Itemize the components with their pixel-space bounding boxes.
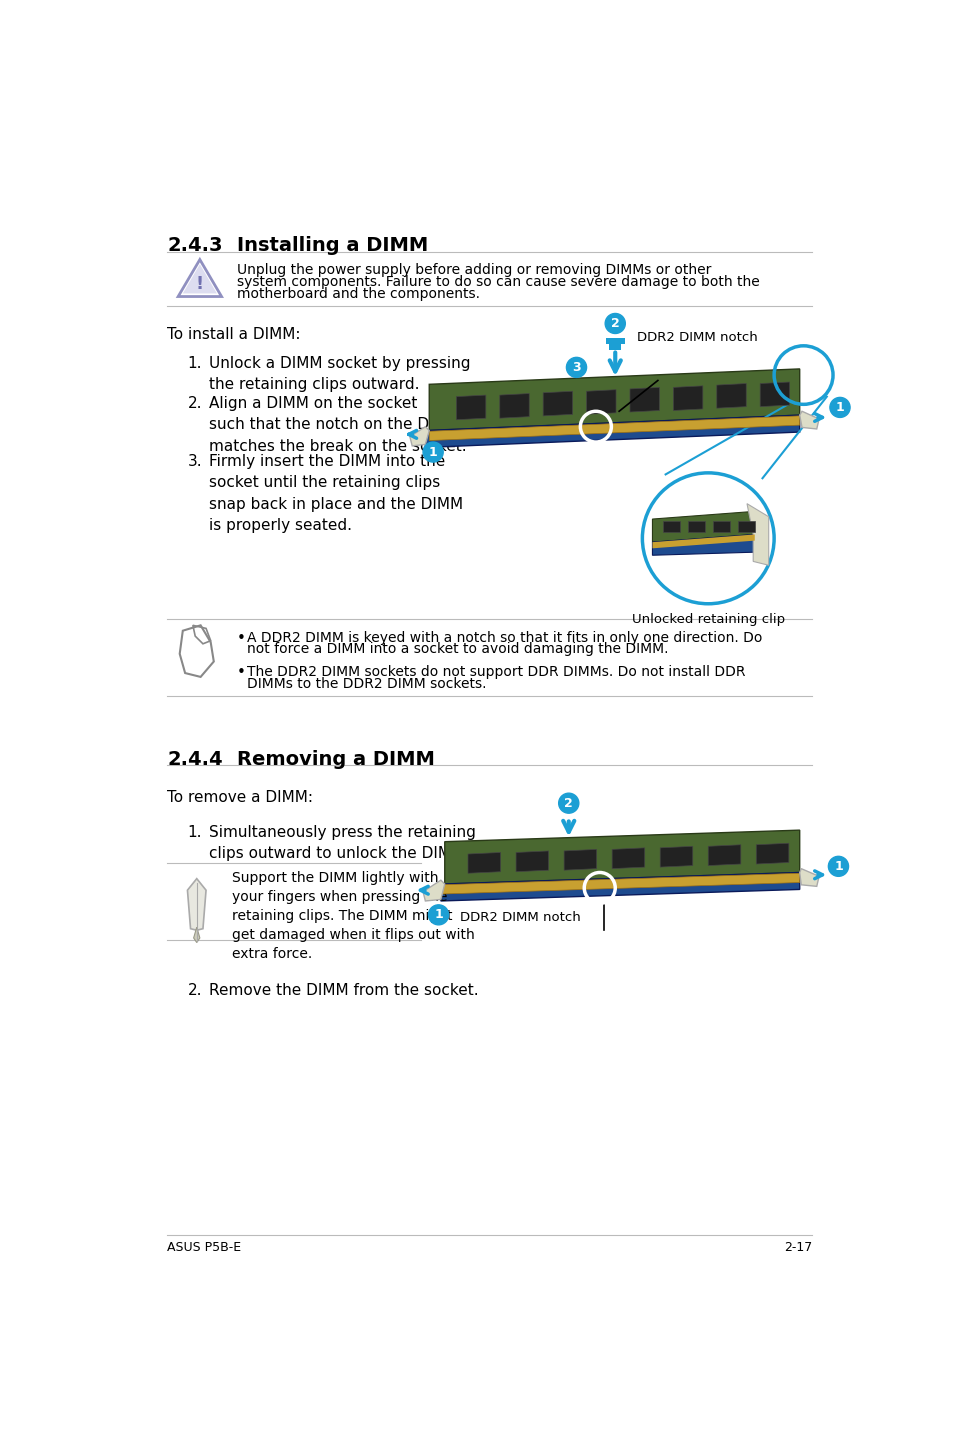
Text: not force a DIMM into a socket to avoid damaging the DIMM.: not force a DIMM into a socket to avoid … [247, 643, 668, 656]
Polygon shape [707, 844, 740, 866]
Text: 1.: 1. [187, 825, 202, 840]
Text: 2: 2 [564, 797, 573, 810]
Circle shape [566, 358, 586, 377]
Polygon shape [444, 830, 799, 884]
Text: ASUS P5B-E: ASUS P5B-E [167, 1241, 241, 1254]
Polygon shape [425, 416, 799, 447]
Circle shape [827, 856, 847, 876]
Text: Align a DIMM on the socket
such that the notch on the DIMM
matches the break on : Align a DIMM on the socket such that the… [209, 395, 466, 454]
Text: DDR2 DIMM notch: DDR2 DIMM notch [459, 912, 580, 925]
Text: !: ! [195, 275, 204, 293]
Text: The DDR2 DIMM sockets do not support DDR DIMMs. Do not install DDR: The DDR2 DIMM sockets do not support DDR… [247, 666, 745, 679]
Text: 2.: 2. [187, 982, 202, 998]
Polygon shape [183, 265, 216, 293]
Polygon shape [612, 848, 644, 869]
Polygon shape [440, 873, 799, 902]
Bar [712, 521, 729, 532]
Polygon shape [468, 853, 500, 873]
Text: To remove a DIMM:: To remove a DIMM: [167, 789, 313, 805]
Polygon shape [440, 873, 799, 894]
Bar [608, 344, 620, 351]
Polygon shape [716, 384, 745, 408]
Polygon shape [429, 370, 799, 430]
Polygon shape [187, 879, 206, 930]
Polygon shape [673, 385, 702, 410]
Bar [737, 521, 754, 532]
Text: 2.4.3: 2.4.3 [167, 236, 223, 256]
Text: Removing a DIMM: Removing a DIMM [236, 751, 435, 769]
Polygon shape [659, 847, 692, 867]
Circle shape [604, 313, 624, 334]
Text: Unlock a DIMM socket by pressing
the retaining clips outward.: Unlock a DIMM socket by pressing the ret… [209, 355, 470, 393]
Text: 1: 1 [835, 401, 843, 414]
Text: 1: 1 [428, 446, 437, 459]
Text: 2.: 2. [187, 395, 202, 411]
Circle shape [641, 473, 773, 604]
Text: DIMMs to the DDR2 DIMM sockets.: DIMMs to the DDR2 DIMM sockets. [247, 677, 486, 690]
Text: 3.: 3. [187, 453, 202, 469]
Text: motherboard and the components.: motherboard and the components. [236, 286, 479, 301]
Polygon shape [542, 391, 572, 416]
Text: 2: 2 [610, 316, 619, 329]
Text: 3: 3 [572, 361, 580, 374]
Polygon shape [456, 395, 485, 420]
Polygon shape [422, 880, 444, 902]
Polygon shape [586, 390, 616, 414]
Text: 1: 1 [434, 909, 442, 922]
Polygon shape [193, 928, 199, 942]
Bar [605, 338, 624, 344]
Polygon shape [746, 503, 768, 565]
Polygon shape [499, 394, 529, 418]
Text: system components. Failure to do so can cause severe damage to both the: system components. Failure to do so can … [236, 275, 759, 289]
Polygon shape [629, 387, 659, 413]
Polygon shape [516, 851, 548, 871]
Text: Unlocked retaining clip: Unlocked retaining clip [631, 613, 784, 626]
Text: 2-17: 2-17 [783, 1241, 811, 1254]
Text: DDR2 DIMM notch: DDR2 DIMM notch [637, 331, 757, 344]
Text: •: • [236, 631, 246, 646]
Text: 1.: 1. [187, 355, 202, 371]
Text: •: • [236, 666, 246, 680]
Text: 2.4.4: 2.4.4 [167, 751, 223, 769]
Polygon shape [563, 850, 596, 870]
Text: Remove the DIMM from the socket.: Remove the DIMM from the socket. [209, 982, 478, 998]
Bar [662, 521, 679, 532]
Text: To install a DIMM:: To install a DIMM: [167, 326, 300, 342]
Text: Installing a DIMM: Installing a DIMM [236, 236, 428, 256]
Text: Simultaneously press the retaining
clips outward to unlock the DIMM.: Simultaneously press the retaining clips… [209, 825, 476, 861]
Circle shape [829, 397, 849, 417]
Polygon shape [652, 535, 754, 555]
Polygon shape [410, 427, 429, 446]
Polygon shape [756, 843, 788, 864]
Polygon shape [799, 869, 819, 886]
Polygon shape [652, 512, 754, 542]
Text: 1: 1 [833, 860, 841, 873]
Text: Unplug the power supply before adding or removing DIMMs or other: Unplug the power supply before adding or… [236, 263, 711, 278]
Bar [687, 521, 704, 532]
Circle shape [558, 794, 578, 814]
Text: Firmly insert the DIMM into the
socket until the retaining clips
snap back in pl: Firmly insert the DIMM into the socket u… [209, 453, 463, 533]
Circle shape [428, 905, 448, 925]
Text: A DDR2 DIMM is keyed with a notch so that it fits in only one direction. Do: A DDR2 DIMM is keyed with a notch so tha… [247, 631, 761, 644]
Polygon shape [760, 383, 789, 407]
Polygon shape [799, 411, 819, 429]
Circle shape [422, 441, 443, 462]
Polygon shape [652, 535, 754, 548]
Polygon shape [429, 416, 799, 440]
Text: Support the DIMM lightly with
your fingers when pressing the
retaining clips. Th: Support the DIMM lightly with your finge… [232, 871, 474, 961]
